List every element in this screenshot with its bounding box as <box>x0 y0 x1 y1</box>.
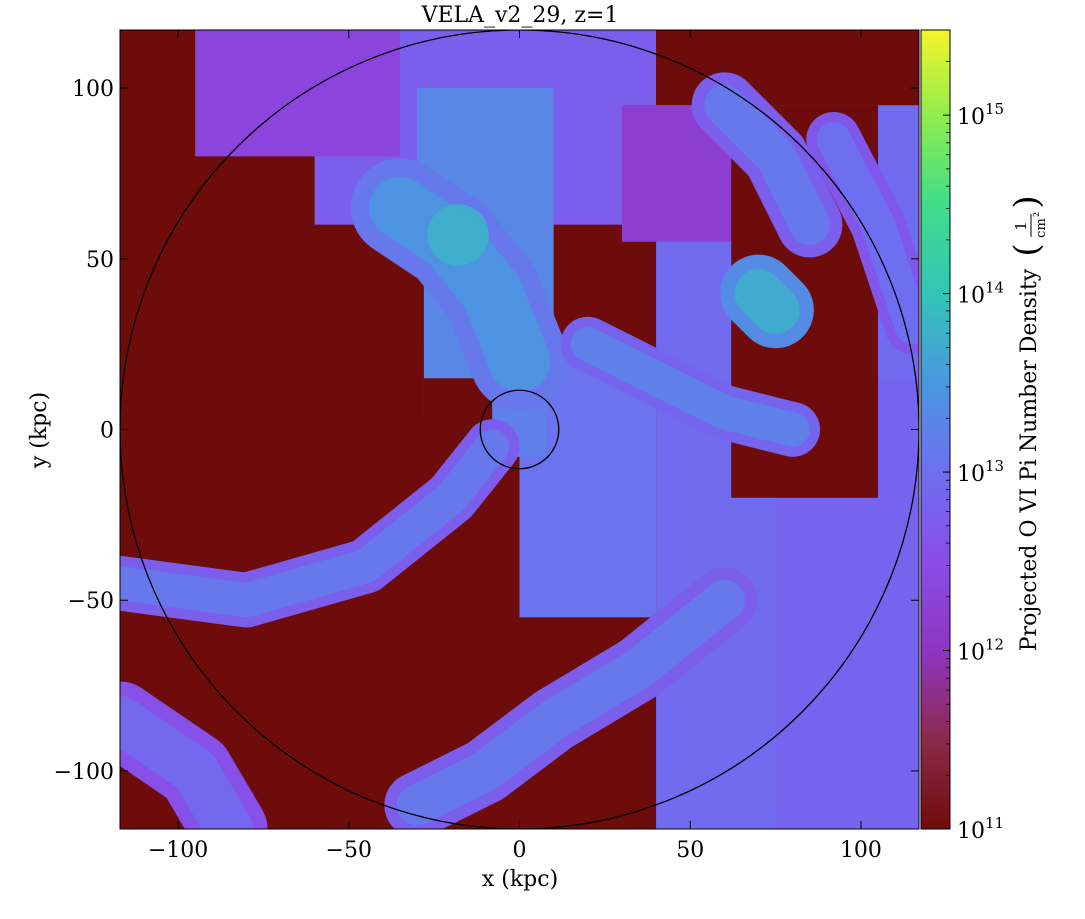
density-peak <box>427 204 488 265</box>
density-block <box>195 30 400 156</box>
colorbar-unit-paren-right: ) <box>1007 195 1047 208</box>
colorbar-unit-exponent: 2 <box>1032 212 1041 217</box>
plot-area <box>120 30 919 829</box>
x-tick-label: −50 <box>326 838 372 863</box>
x-tick-label: −100 <box>148 838 208 863</box>
colorbar-label: Projected O VI Pi Number Density <box>1017 268 1042 651</box>
colorbar-tick-base: 10 <box>957 819 985 844</box>
chart-title: VELA_v2_29, z=1 <box>421 3 619 28</box>
density-peaks <box>427 204 488 265</box>
x-axis-label: x (kpc) <box>482 867 558 892</box>
colorbar-tick-label: 1014 <box>957 279 1004 309</box>
colorbar-tick-label: 1011 <box>957 814 1004 844</box>
x-tick-label: 0 <box>513 838 527 863</box>
colorbar-tick-base: 10 <box>957 462 985 487</box>
colorbar-tick-exponent: 15 <box>985 100 1004 118</box>
colorbar-tick-exponent: 13 <box>985 457 1004 475</box>
x-tick-label: 50 <box>676 838 704 863</box>
colorbar-tick-label: 1012 <box>957 636 1004 666</box>
colorbar-tick-label: 1015 <box>957 100 1004 130</box>
x-tick-label: 100 <box>840 838 882 863</box>
y-tick-label: −100 <box>54 760 114 785</box>
colorbar-tick-base: 10 <box>957 641 985 666</box>
colorbar-tick-exponent: 14 <box>985 279 1004 297</box>
colorbar-label-group: Projected O VI Pi Number Density ( 1 cm … <box>1007 195 1049 651</box>
colorbar-tick-label: 1013 <box>957 457 1004 487</box>
colorbar-tick-base: 10 <box>957 105 985 130</box>
colorbar-unit-numerator: 1 <box>1012 221 1030 231</box>
colorbar-bar <box>921 30 950 829</box>
y-tick-label: 100 <box>72 77 114 102</box>
y-tick-label: 0 <box>100 419 114 444</box>
colorbar-unit-denominator: cm <box>1034 218 1049 238</box>
y-tick-label: 50 <box>86 248 114 273</box>
y-tick-label: −50 <box>68 589 114 614</box>
colorbar-tick-base: 10 <box>957 284 985 309</box>
colorbar-tick-exponent: 11 <box>985 814 1004 832</box>
y-axis-label: y (kpc) <box>27 392 52 469</box>
colorbar-tick-exponent: 12 <box>985 636 1004 654</box>
filament <box>759 293 776 310</box>
colorbar-unit-paren-left: ( <box>1007 243 1047 256</box>
